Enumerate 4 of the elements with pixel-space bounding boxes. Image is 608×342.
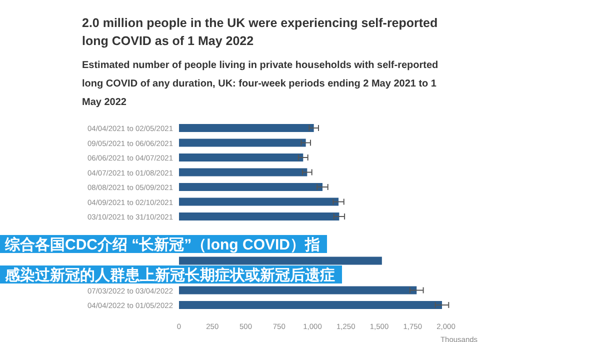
annotation: 综合各国CDC介绍 “长新冠”（long COVID）指 — [0, 235, 327, 254]
annotation: 感染过新冠的人群患上新冠长期症状或新冠后遗症 — [0, 266, 342, 284]
subtitle: Estimated number of people living in private households with self-reported long COVID of any duration, UK: four-week periods ending 2 May 2021 to 1 May 2022 — [82, 60, 438, 108]
title: 2.0 million people in the UK were experiencing self-reported long COVID as of 1 May 2022 — [82, 16, 438, 48]
